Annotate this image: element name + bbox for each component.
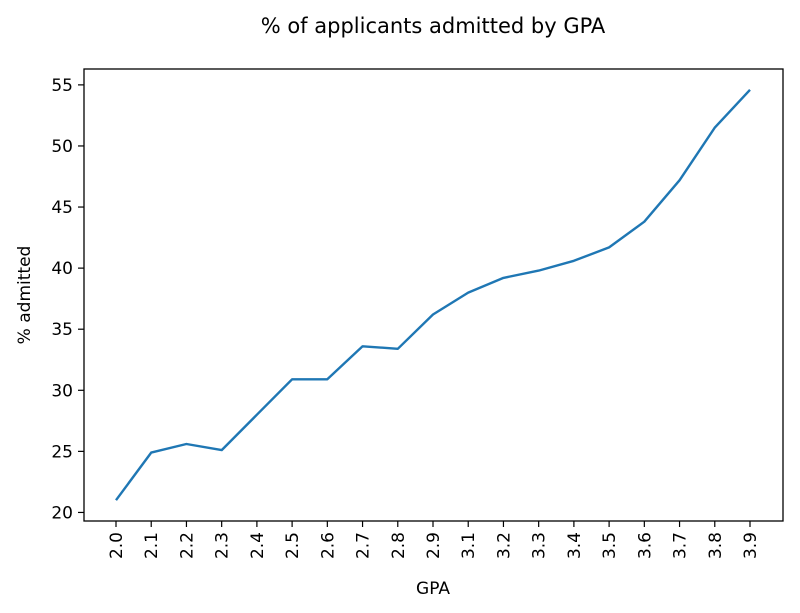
y-tick-label: 55: [51, 76, 73, 96]
x-tick-label: 2.9: [424, 532, 444, 559]
y-axis: 20 25 30 35 40 45 50 55: [51, 76, 84, 523]
y-axis-label: % admitted: [15, 246, 35, 345]
x-axis: 2.0 2.1 2.2 2.3 2.4 2.5 2.6 2.7 2.8 2.9 3.1 3.2 3.3 3…: [107, 521, 761, 559]
x-tick-label: 3.3: [530, 532, 550, 559]
chart-title: % of applicants admitted by GPA: [261, 14, 606, 38]
x-tick-label: 3.1: [459, 532, 479, 559]
x-tick-label: 2.0: [107, 532, 127, 559]
y-tick-label: 25: [51, 442, 73, 462]
x-tick-label: 3.8: [706, 532, 726, 559]
x-tick-label: 2.4: [248, 532, 268, 559]
x-tick-label: 3.7: [671, 532, 691, 559]
y-tick-label: 30: [51, 381, 73, 401]
x-tick-label: 3.2: [494, 532, 514, 559]
plot-area: [83, 68, 784, 522]
x-axis-label: GPA: [416, 579, 450, 599]
y-tick-label: 40: [51, 259, 73, 279]
x-tick-label: 2.5: [283, 532, 303, 559]
series-group: [115, 88, 751, 501]
y-tick-label: 20: [51, 503, 73, 523]
series-line: [115, 88, 751, 501]
x-tick-label: 3.9: [741, 532, 761, 559]
x-tick-label: 2.3: [213, 532, 233, 559]
x-tick-label: 3.5: [600, 532, 620, 559]
x-tick-label: 2.8: [389, 532, 409, 559]
y-tick-label: 35: [51, 320, 73, 340]
x-tick-label: 3.6: [635, 532, 655, 559]
y-tick-label: 45: [51, 198, 73, 218]
x-tick-label: 2.7: [354, 532, 374, 559]
y-tick-label: 50: [51, 137, 73, 157]
x-tick-label: 2.2: [177, 532, 197, 559]
x-tick-label: 2.6: [318, 532, 338, 559]
x-tick-label: 2.1: [142, 532, 162, 559]
x-tick-label: 3.4: [565, 532, 585, 559]
